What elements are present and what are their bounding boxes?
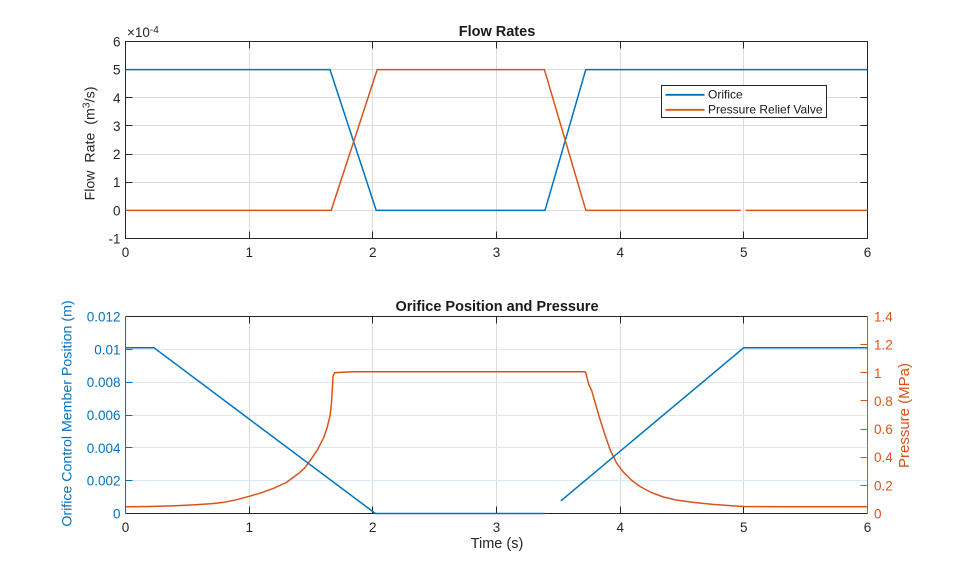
svg-text:3: 3 [493, 245, 501, 260]
svg-text:5: 5 [740, 245, 748, 260]
svg-text:0.6: 0.6 [874, 422, 893, 437]
svg-text:0.008: 0.008 [87, 375, 121, 390]
svg-text:3: 3 [113, 119, 121, 134]
svg-text:1.2: 1.2 [874, 338, 893, 353]
svg-text:Orifice: Orifice [708, 87, 743, 101]
svg-text:0: 0 [122, 245, 130, 260]
svg-text:5: 5 [113, 63, 121, 78]
svg-text:6: 6 [864, 520, 872, 535]
svg-text:0.8: 0.8 [874, 394, 893, 409]
svg-text:0.2: 0.2 [874, 478, 893, 493]
svg-text:1: 1 [874, 366, 882, 381]
svg-text:0: 0 [113, 203, 121, 218]
svg-text:0: 0 [113, 507, 121, 522]
svg-text:6: 6 [864, 245, 872, 260]
svg-text:2: 2 [369, 245, 377, 260]
svg-text:1.4: 1.4 [874, 310, 893, 325]
svg-text:0.002: 0.002 [87, 474, 121, 489]
svg-text:1: 1 [245, 245, 253, 260]
svg-text:3: 3 [493, 520, 501, 535]
svg-text:1: 1 [113, 175, 121, 190]
svg-text:Flow Rates: Flow Rates [459, 24, 536, 40]
svg-text:Orifice Control Member Positio: Orifice Control Member Position (m) [60, 300, 76, 526]
svg-text:2: 2 [113, 147, 121, 162]
svg-text:6: 6 [113, 35, 121, 50]
svg-text:0.012: 0.012 [87, 310, 121, 325]
svg-text:4: 4 [616, 245, 624, 260]
svg-text:Pressure Relief Valve: Pressure Relief Valve [708, 102, 823, 116]
svg-text:0: 0 [874, 507, 882, 522]
svg-text:0: 0 [122, 520, 130, 535]
svg-text:-1: -1 [108, 232, 120, 247]
svg-text:0.4: 0.4 [874, 450, 893, 465]
svg-text:1: 1 [245, 520, 253, 535]
svg-text:0.01: 0.01 [94, 342, 120, 357]
svg-text:4: 4 [616, 520, 624, 535]
svg-text:Time (s): Time (s) [471, 536, 524, 552]
svg-text:0.004: 0.004 [87, 441, 121, 456]
svg-text:Pressure (MPa): Pressure (MPa) [896, 363, 913, 468]
svg-text:0.006: 0.006 [87, 408, 121, 423]
svg-text:2: 2 [369, 520, 377, 535]
svg-text:Orifice Position and Pressure: Orifice Position and Pressure [395, 299, 598, 315]
svg-text:5: 5 [740, 520, 748, 535]
svg-text:Flow Rate (m3/s): Flow Rate (m3/s) [81, 87, 99, 201]
svg-text:4: 4 [113, 91, 121, 106]
